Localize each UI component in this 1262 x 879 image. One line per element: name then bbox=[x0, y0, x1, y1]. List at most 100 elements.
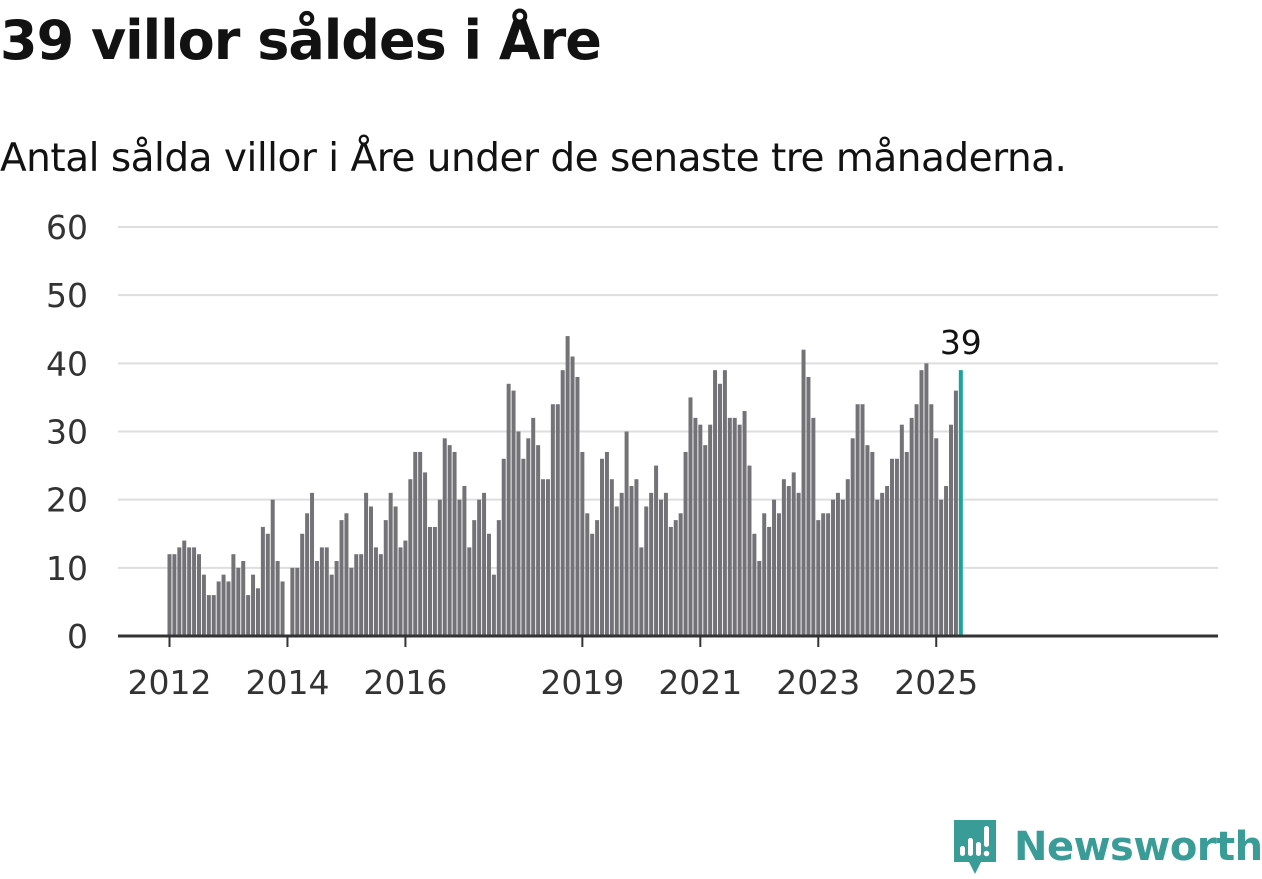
bar bbox=[860, 404, 865, 636]
bar bbox=[393, 506, 398, 636]
brand-name: Newsworthy bbox=[1014, 824, 1262, 870]
bar bbox=[831, 499, 836, 636]
bar bbox=[206, 595, 211, 636]
y-tick-label: 0 bbox=[67, 617, 88, 656]
bar bbox=[870, 451, 875, 636]
bar bbox=[693, 417, 698, 636]
bar bbox=[413, 451, 418, 636]
bar bbox=[683, 451, 688, 636]
bar bbox=[678, 513, 683, 636]
bar bbox=[668, 526, 673, 636]
bar bbox=[452, 451, 457, 636]
bar bbox=[506, 383, 511, 636]
bar bbox=[300, 533, 305, 636]
bar bbox=[565, 336, 570, 636]
bar bbox=[447, 445, 452, 636]
x-tick-label: 2014 bbox=[245, 663, 329, 702]
bar bbox=[880, 492, 885, 636]
bar bbox=[914, 404, 919, 636]
bar bbox=[703, 445, 708, 636]
bar bbox=[772, 499, 777, 636]
bar bbox=[418, 451, 423, 636]
bar bbox=[354, 554, 359, 636]
bar bbox=[909, 417, 914, 636]
annotations: 39 bbox=[940, 323, 982, 362]
bar bbox=[595, 520, 600, 636]
bar bbox=[659, 499, 663, 636]
bar bbox=[305, 513, 310, 636]
bar bbox=[201, 574, 206, 636]
bar bbox=[482, 492, 487, 636]
bar bbox=[462, 486, 467, 636]
x-tick-label: 2025 bbox=[894, 663, 978, 702]
bar bbox=[295, 567, 300, 636]
bar bbox=[226, 581, 231, 636]
bar bbox=[924, 363, 929, 636]
bar bbox=[654, 465, 659, 636]
gridlines bbox=[118, 226, 1218, 569]
bar bbox=[732, 417, 737, 636]
bar bbox=[211, 595, 216, 636]
bar bbox=[688, 397, 693, 636]
bar bbox=[850, 438, 855, 636]
bar bbox=[526, 438, 531, 636]
bar bbox=[757, 561, 762, 636]
bar bbox=[359, 554, 364, 636]
bar bbox=[373, 547, 378, 636]
bar bbox=[865, 445, 870, 636]
bar bbox=[722, 370, 727, 636]
bar bbox=[388, 492, 393, 636]
bar bbox=[953, 390, 958, 636]
bar bbox=[383, 520, 388, 636]
bar bbox=[580, 451, 585, 636]
bar bbox=[904, 451, 909, 636]
bar bbox=[442, 438, 447, 636]
bar bbox=[786, 486, 791, 636]
bar bbox=[511, 390, 516, 636]
bar bbox=[845, 479, 850, 636]
bar bbox=[806, 376, 811, 636]
bar bbox=[501, 458, 506, 636]
bar bbox=[477, 499, 482, 636]
y-tick-label: 50 bbox=[46, 276, 88, 315]
bar bbox=[491, 574, 496, 636]
bar bbox=[246, 595, 251, 636]
bar bbox=[575, 376, 580, 636]
bar bbox=[516, 431, 521, 636]
y-axis-labels: 0 10 20 30 40 50 60 bbox=[46, 208, 88, 656]
x-tick-label: 2023 bbox=[776, 663, 860, 702]
bar bbox=[319, 547, 324, 636]
bar bbox=[585, 513, 590, 636]
bar bbox=[698, 424, 703, 636]
bar bbox=[260, 526, 265, 636]
bar bbox=[182, 540, 187, 636]
bar bbox=[265, 533, 270, 636]
bar bbox=[369, 506, 374, 636]
bar bbox=[796, 492, 801, 636]
bar bbox=[427, 526, 432, 636]
bar bbox=[408, 479, 413, 636]
bar bbox=[816, 520, 821, 636]
bar bbox=[536, 445, 541, 636]
x-tick-label: 2021 bbox=[658, 663, 742, 702]
bar bbox=[241, 561, 246, 636]
bar bbox=[196, 554, 201, 636]
bar bbox=[737, 424, 742, 636]
bar bbox=[717, 383, 722, 636]
bar bbox=[187, 547, 192, 636]
bar bbox=[929, 404, 934, 636]
y-tick-label: 20 bbox=[46, 481, 88, 520]
bar bbox=[231, 554, 236, 636]
bar bbox=[555, 404, 560, 636]
bar bbox=[629, 486, 634, 636]
bar bbox=[781, 479, 786, 636]
bar bbox=[472, 520, 477, 636]
bar bbox=[541, 479, 546, 636]
bar bbox=[280, 581, 285, 636]
bar bbox=[339, 520, 344, 636]
bar bbox=[310, 492, 315, 636]
bar bbox=[835, 492, 840, 636]
bar bbox=[604, 451, 609, 636]
bar bbox=[821, 513, 826, 636]
y-tick-label: 40 bbox=[46, 344, 88, 383]
